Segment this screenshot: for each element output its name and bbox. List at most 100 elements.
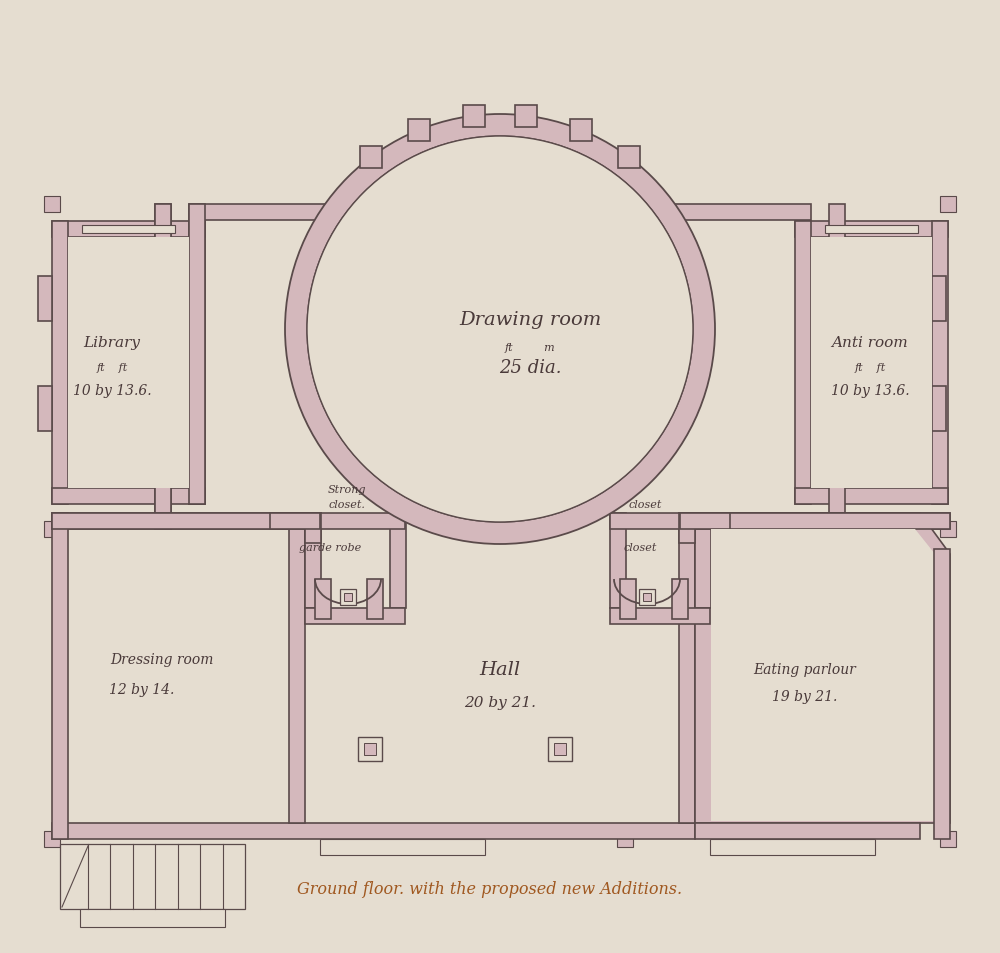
Bar: [940, 831, 956, 847]
Bar: [934, 550, 950, 840]
Bar: [189, 205, 811, 221]
Bar: [52, 823, 695, 840]
Bar: [825, 226, 918, 233]
Bar: [305, 514, 321, 543]
Text: Hall: Hall: [479, 660, 521, 679]
Bar: [141, 365, 155, 405]
Bar: [52, 514, 305, 530]
Text: ft    ft: ft ft: [96, 363, 128, 374]
Circle shape: [307, 137, 693, 522]
Bar: [305, 608, 405, 624]
Bar: [344, 594, 352, 601]
Bar: [695, 514, 711, 608]
Text: 12 by 14.: 12 by 14.: [109, 682, 175, 697]
Bar: [695, 823, 920, 840]
Text: Dressing room: Dressing room: [110, 652, 214, 666]
Bar: [679, 514, 695, 823]
Bar: [38, 387, 52, 432]
Bar: [44, 831, 60, 847]
Text: closet: closet: [628, 499, 662, 510]
Bar: [554, 743, 566, 755]
Bar: [52, 514, 321, 530]
Bar: [367, 579, 383, 619]
Bar: [189, 205, 205, 504]
Bar: [340, 589, 356, 605]
Bar: [80, 909, 225, 927]
Bar: [680, 514, 730, 530]
Bar: [845, 365, 859, 405]
Bar: [52, 222, 205, 237]
Bar: [38, 276, 52, 322]
Bar: [189, 222, 205, 504]
Text: Library: Library: [84, 336, 141, 350]
Bar: [620, 579, 636, 619]
Bar: [618, 147, 640, 169]
Bar: [364, 743, 376, 755]
Circle shape: [307, 137, 693, 522]
Bar: [932, 222, 948, 504]
Bar: [390, 514, 406, 608]
Bar: [617, 831, 633, 847]
Text: Strong: Strong: [328, 484, 366, 495]
Bar: [141, 260, 155, 299]
Bar: [68, 237, 189, 489]
Bar: [710, 840, 875, 855]
Bar: [315, 579, 331, 619]
Circle shape: [285, 115, 715, 544]
Bar: [52, 489, 205, 504]
Text: Anti room: Anti room: [832, 336, 908, 350]
Text: closet.: closet.: [329, 499, 365, 510]
Bar: [570, 119, 592, 141]
Bar: [643, 594, 651, 601]
Bar: [610, 514, 710, 530]
Bar: [932, 276, 946, 322]
Bar: [811, 237, 932, 489]
Polygon shape: [695, 514, 950, 823]
Bar: [155, 205, 171, 530]
Bar: [695, 514, 950, 530]
Text: Ground floor. with the proposed new Additions.: Ground floor. with the proposed new Addi…: [297, 881, 683, 898]
Bar: [610, 608, 710, 624]
Text: ft         m: ft m: [505, 343, 555, 353]
Bar: [155, 205, 171, 530]
Bar: [44, 196, 60, 213]
Bar: [515, 106, 537, 128]
Bar: [610, 514, 626, 608]
Bar: [367, 831, 383, 847]
Text: 10 by 13.6.: 10 by 13.6.: [73, 384, 151, 398]
Bar: [795, 222, 811, 504]
Bar: [463, 106, 485, 128]
Bar: [639, 589, 655, 605]
Text: 10 by 13.6.: 10 by 13.6.: [831, 384, 909, 398]
Bar: [829, 205, 845, 530]
Bar: [679, 514, 695, 543]
Bar: [548, 738, 572, 761]
Bar: [408, 119, 430, 141]
Bar: [320, 840, 485, 855]
Bar: [358, 738, 382, 761]
Text: closet: closet: [623, 542, 657, 553]
Text: Eating parlour: Eating parlour: [754, 662, 856, 677]
Text: ft    ft: ft ft: [854, 363, 886, 374]
Text: Drawing room: Drawing room: [459, 311, 601, 329]
Bar: [679, 514, 950, 530]
Bar: [932, 387, 946, 432]
Bar: [940, 521, 956, 537]
Bar: [305, 514, 321, 608]
Bar: [305, 514, 405, 530]
Text: 20 by 21.: 20 by 21.: [464, 696, 536, 709]
Text: 19 by 21.: 19 by 21.: [772, 689, 838, 703]
Bar: [940, 196, 956, 213]
Bar: [52, 514, 68, 840]
Bar: [60, 844, 245, 909]
Polygon shape: [711, 530, 935, 821]
Bar: [845, 260, 859, 299]
Bar: [795, 489, 948, 504]
Bar: [795, 222, 948, 237]
Bar: [44, 521, 60, 537]
Bar: [360, 147, 382, 169]
Bar: [52, 222, 68, 504]
Text: garde robe: garde robe: [299, 542, 361, 553]
Bar: [270, 514, 320, 530]
Bar: [82, 226, 175, 233]
